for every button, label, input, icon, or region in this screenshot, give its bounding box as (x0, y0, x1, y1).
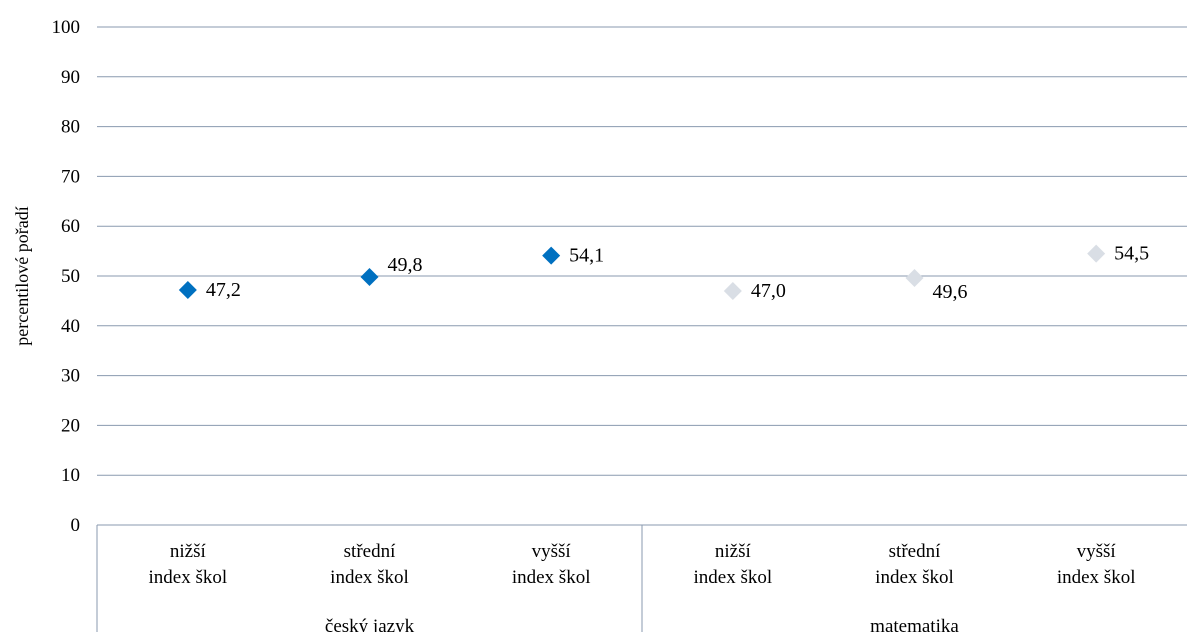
y-axis-tick-labels: 0 10 20 30 40 50 60 70 80 90 100 (52, 17, 81, 536)
x-tick-label: nižší (170, 541, 207, 562)
x-tick-label: index škol (512, 567, 591, 588)
data-labels: 47,2 49,8 54,1 47,0 49,6 54,5 (206, 243, 1149, 303)
y-tick-label: 10 (61, 465, 80, 486)
y-tick-label: 30 (61, 366, 80, 387)
y-tick-label: 40 (61, 316, 80, 337)
x-tick-label: střední (344, 541, 396, 562)
x-axis: český jazyk nižší index škol střední index š… (96, 524, 1187, 632)
x-tick-label: index škol (1057, 567, 1136, 588)
y-axis-label: percentilové pořadí (12, 206, 32, 345)
x-tick-label: nižší (715, 541, 752, 562)
y-tick-label: 80 (61, 117, 80, 138)
data-label: 54,1 (569, 245, 604, 267)
x-tick-label: střední (889, 541, 941, 562)
x-tick-label: index škol (149, 567, 228, 588)
data-point-marker (723, 281, 742, 300)
data-point-marker (360, 267, 379, 286)
x-tick-label: vyšší (532, 541, 572, 562)
data-point-marker (1087, 244, 1106, 263)
data-points (178, 244, 1106, 300)
data-label: 47,2 (206, 279, 241, 301)
x-tick-label: index škol (330, 567, 409, 588)
y-tick-label: 70 (61, 166, 80, 187)
y-tick-label: 60 (61, 216, 80, 237)
data-point-marker (905, 268, 924, 287)
data-point-marker (178, 280, 197, 299)
gridlines (97, 26, 1187, 476)
group-label: matematika (870, 616, 959, 632)
x-tick-label: vyšší (1077, 541, 1117, 562)
x-tick-label: index škol (694, 567, 773, 588)
data-label: 49,8 (388, 254, 423, 276)
y-tick-label: 100 (52, 17, 81, 38)
y-tick-label: 90 (61, 67, 80, 88)
data-label: 49,6 (933, 281, 968, 303)
y-tick-label: 20 (61, 415, 80, 436)
y-tick-label: 0 (71, 515, 81, 536)
data-label: 47,0 (751, 280, 786, 302)
data-point-marker (542, 246, 561, 265)
data-label: 54,5 (1114, 243, 1149, 265)
y-tick-label: 50 (61, 266, 80, 287)
x-tick-label: index škol (875, 567, 954, 588)
group-label: český jazyk (325, 616, 415, 632)
